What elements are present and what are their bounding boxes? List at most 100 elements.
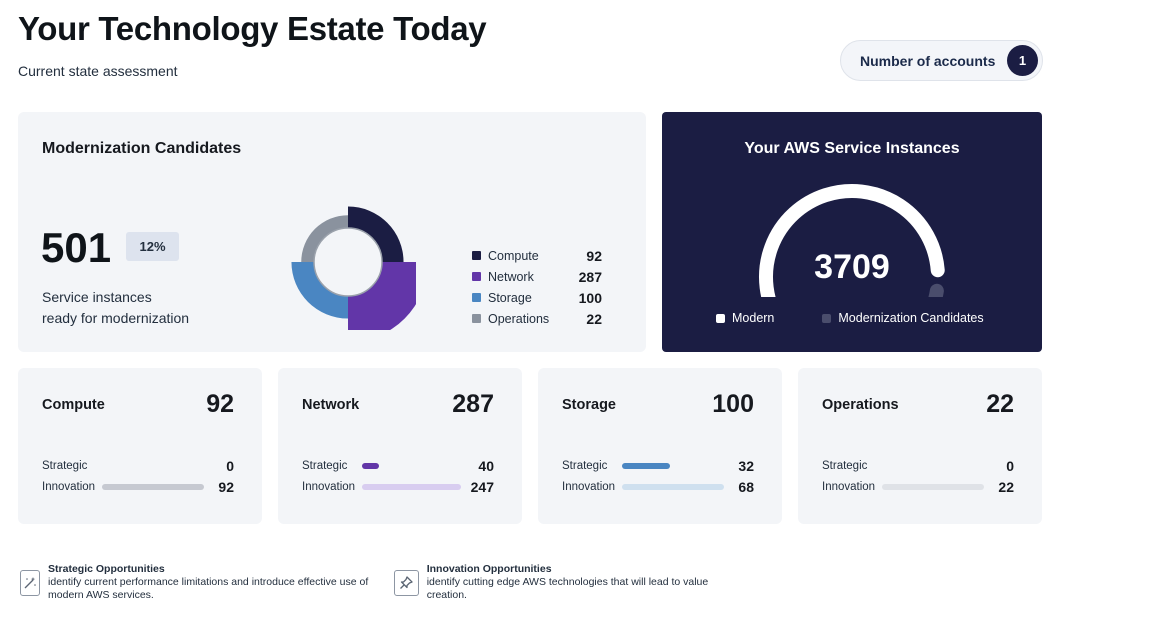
aws-legend-candidates: Modernization Candidates (822, 311, 984, 325)
donut-segment-network (348, 262, 416, 330)
legend-row-operations: Operations 22 (472, 308, 602, 329)
pin-icon (394, 570, 419, 596)
strategic-bar-track (102, 463, 204, 469)
legend-swatch-compute (472, 251, 481, 260)
donut-segment-compute (348, 206, 404, 262)
legend-label-network: Network (488, 269, 534, 284)
aws-legend: Modern Modernization Candidates (716, 311, 984, 325)
footer-innovation-text: identify cutting edge AWS technologies t… (426, 576, 709, 601)
accounts-pill[interactable]: Number of accounts 1 (840, 40, 1043, 81)
legend-value-operations: 22 (586, 310, 602, 327)
strategic-bar-track (882, 463, 984, 469)
innovation-row: Innovation 92 (42, 477, 234, 497)
legend-value-storage: 100 (578, 289, 602, 306)
innovation-value: 247 (470, 479, 494, 495)
service-card-network: Network 287 Strategic 40 Innovation 247 (278, 368, 522, 524)
innovation-label: Innovation (42, 481, 96, 493)
service-total: 100 (712, 390, 754, 418)
innovation-value: 68 (738, 479, 754, 495)
aws-title: Your AWS Service Instances (744, 140, 960, 157)
aws-legend-swatch-modern (716, 314, 725, 323)
footer-innovation: Innovation Opportunities identify cuttin… (394, 563, 734, 602)
footer-strategic-text: identify current performance limitations… (48, 576, 369, 601)
strategic-bar-track (362, 463, 464, 469)
legend-value-network: 287 (578, 268, 602, 285)
modernization-percent-badge: 12% (126, 232, 179, 261)
strategic-row: Strategic 40 (302, 456, 494, 476)
strategic-row: Strategic 0 (42, 456, 234, 476)
aws-total: 3709 (814, 248, 890, 286)
innovation-value: 22 (998, 479, 1014, 495)
innovation-row: Innovation 68 (562, 477, 754, 497)
innovation-bar-track (362, 484, 461, 490)
strategic-label: Strategic (302, 460, 348, 472)
aws-service-instances-card: Your AWS Service Instances 3709 Modern M… (662, 112, 1042, 352)
legend-swatch-network (472, 272, 481, 281)
donut-segment-operations (301, 215, 348, 262)
modernization-donut-chart (291, 206, 416, 330)
innovation-row: Innovation 22 (822, 477, 1014, 497)
desc-line-2: ready for modernization (42, 310, 190, 326)
innovation-label: Innovation (562, 481, 616, 493)
donut-inner-ring (313, 227, 383, 297)
legend-label-storage: Storage (488, 290, 532, 305)
service-card-operations: Operations 22 Strategic 0 Innovation 22 (798, 368, 1042, 524)
service-total: 22 (986, 390, 1014, 418)
modernization-total: 501 (41, 224, 112, 271)
strategic-row: Strategic 32 (562, 456, 754, 476)
innovation-row: Innovation 247 (302, 477, 494, 497)
accounts-label: Number of accounts (860, 52, 996, 69)
strategic-bar (362, 463, 380, 469)
legend-value-compute: 92 (586, 247, 602, 264)
footer-innovation-title: Innovation Opportunities (426, 563, 552, 575)
aws-legend-swatch-candidates (822, 314, 832, 323)
legend-row-compute: Compute 92 (472, 245, 602, 266)
service-total: 287 (452, 390, 494, 418)
strategic-value: 40 (478, 458, 494, 474)
innovation-bar-track (622, 484, 724, 490)
innovation-label: Innovation (822, 481, 876, 493)
innovation-bar-track (102, 484, 204, 490)
gauge-arc-modern (759, 184, 945, 297)
gauge-arc-candidates (928, 283, 944, 297)
page-subtitle: Current state assessment (18, 63, 178, 79)
strategic-label: Strategic (822, 460, 868, 472)
aws-legend-label-modern: Modern (732, 311, 775, 325)
service-total: 92 (206, 390, 234, 418)
strategic-value: 32 (738, 458, 754, 474)
strategic-label: Strategic (42, 460, 88, 472)
magic-wand-icon (20, 570, 41, 596)
aws-gauge (759, 184, 945, 297)
legend-swatch-storage (472, 293, 481, 302)
page-title: Your Technology Estate Today (18, 10, 487, 47)
aws-legend-modern: Modern (716, 311, 774, 325)
desc-line-1: Service instances (42, 289, 152, 305)
strategic-value: 0 (1006, 458, 1014, 474)
legend-row-network: Network 287 (472, 266, 602, 287)
strategic-bar-track (622, 463, 724, 469)
legend-swatch-operations (472, 314, 481, 323)
service-title: Storage (562, 397, 616, 413)
innovation-label: Innovation (302, 481, 356, 493)
modernization-candidates-card: Modernization Candidates 501 12% Service… (18, 112, 646, 352)
service-card-storage: Storage 100 Strategic 32 Innovation 68 (538, 368, 782, 524)
footer-strategic: Strategic Opportunities identify current… (20, 563, 370, 602)
innovation-bar (882, 484, 984, 490)
strategic-row: Strategic 0 (822, 456, 1014, 476)
modernization-title: Modernization Candidates (42, 140, 242, 157)
legend-label-compute: Compute (488, 248, 539, 263)
service-title: Network (302, 397, 360, 413)
strategic-label: Strategic (562, 460, 608, 472)
legend-label-operations: Operations (488, 311, 550, 326)
modernization-legend: Compute 92 Network 287 Storage 100 Opera… (472, 245, 602, 329)
innovation-value: 92 (218, 479, 234, 495)
innovation-bar (362, 484, 461, 490)
innovation-bar-track (882, 484, 984, 490)
strategic-bar (622, 463, 670, 469)
footer-strategic-title: Strategic Opportunities (48, 563, 165, 575)
donut-segment-storage (291, 262, 348, 319)
legend-row-storage: Storage 100 (472, 287, 602, 308)
innovation-bar (102, 484, 204, 490)
strategic-value: 0 (226, 458, 234, 474)
service-title: Compute (42, 397, 105, 413)
